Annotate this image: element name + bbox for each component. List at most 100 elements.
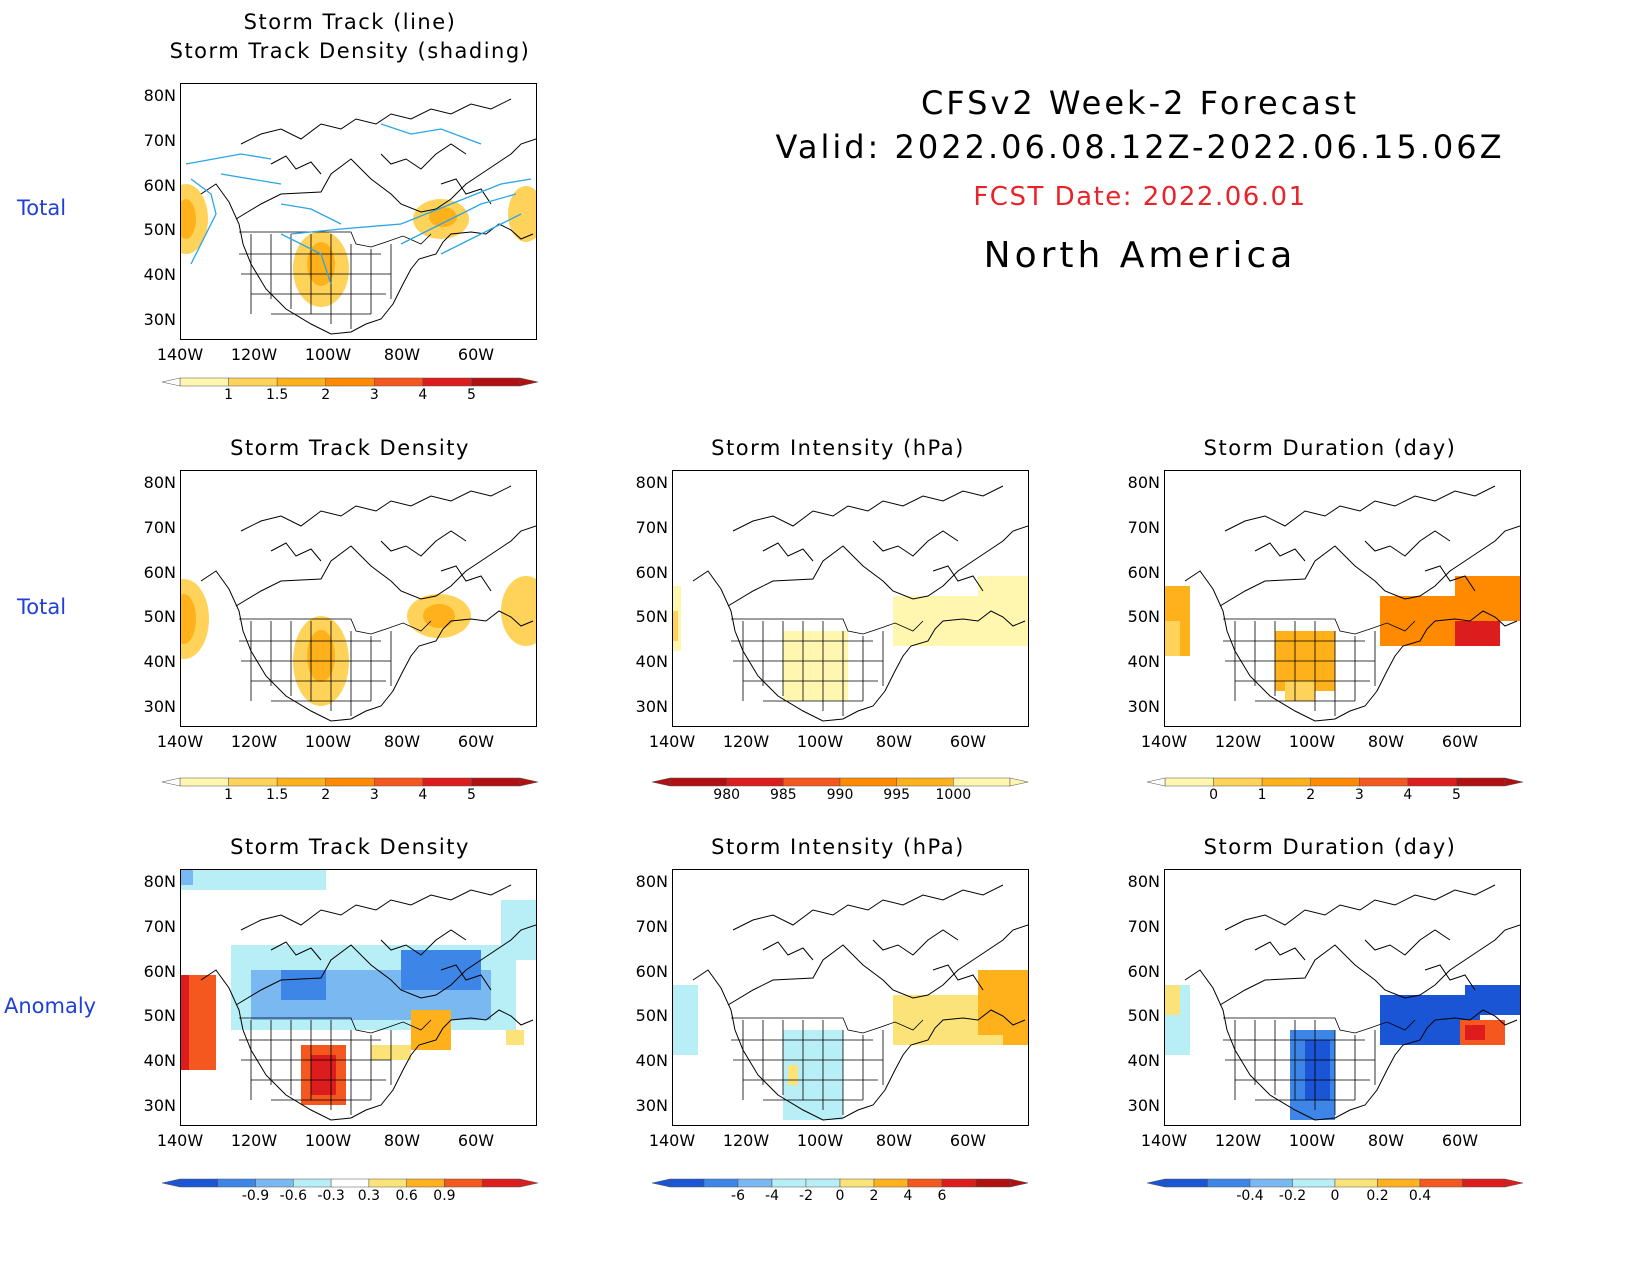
colorbar-swatch	[1164, 777, 1214, 787]
latitude-label: 30N	[143, 697, 176, 716]
anom-cell	[1305, 1040, 1330, 1100]
colorbar-swatch	[228, 777, 278, 787]
storm-track-line	[380, 123, 482, 145]
map-density-anomaly	[180, 869, 537, 1126]
coastline-2	[240, 485, 512, 532]
colorbar-arrow-right	[1009, 1178, 1029, 1188]
latitude-label: 70N	[143, 130, 176, 150]
longitude-label: 100W	[304, 345, 352, 364]
colorbar-label: 3	[1354, 787, 1364, 803]
colorbar-swatch	[444, 1178, 483, 1188]
map-canvas	[1165, 884, 1520, 1121]
state-border-2	[239, 640, 391, 702]
density-core	[181, 594, 196, 644]
coastline-1	[235, 924, 536, 1006]
colorbar-arrow-left	[161, 1178, 181, 1188]
colorbar-arrow-right	[519, 777, 539, 787]
latitude-label: 80N	[143, 872, 176, 891]
latitude-label: 80N	[143, 86, 176, 105]
anom-cell	[506, 1030, 524, 1045]
density-shade	[501, 576, 536, 646]
latitude-label: 50N	[143, 220, 176, 240]
duration-cell	[1455, 576, 1520, 621]
colorbar-swatch	[374, 377, 424, 387]
colorbar-swatch	[325, 377, 375, 387]
colorbar-swatch	[669, 1178, 705, 1188]
colorbar-swatch	[907, 1178, 943, 1188]
colorbar-swatches	[651, 777, 1029, 787]
longitude-label: 80W	[383, 345, 421, 364]
longitude-label: 80W	[875, 732, 913, 751]
longitude-label: 120W	[1214, 732, 1262, 751]
colorbar-density-2: 1 1.5 2 3 4 5	[160, 776, 540, 816]
anom-cell	[1465, 985, 1520, 1015]
colorbar-swatch	[255, 1178, 294, 1188]
colorbar-swatch	[325, 777, 375, 787]
coastline-5	[1424, 964, 1476, 991]
panel-title-storm-track-shading: Storm Track Density (shading)	[169, 39, 531, 63]
map-density-total	[180, 470, 537, 727]
colorbar-label: 0.2	[1366, 1188, 1389, 1204]
map-storm-track-total	[180, 83, 537, 340]
latitude-label: 30N	[143, 1096, 176, 1115]
colorbar-swatch	[1261, 777, 1311, 787]
longitude-label: 60W	[949, 732, 987, 751]
anom-cell	[281, 970, 326, 1000]
colorbar-swatch	[1456, 777, 1506, 787]
longitude-label: 140W	[156, 345, 204, 364]
coastline-3	[1364, 929, 1451, 956]
colorbar-swatch	[217, 1178, 256, 1188]
colorbar-intensity-anomaly: -6 -4 -2 0 2 4 6	[650, 1177, 1030, 1217]
density-core	[423, 604, 455, 628]
colorbar-swatch	[975, 1178, 1011, 1188]
colorbar-label: 0.4	[1408, 1188, 1432, 1204]
colorbar-swatch	[1334, 1178, 1378, 1188]
state-border-0	[731, 1017, 924, 1034]
colorbar-label: 4	[1403, 787, 1413, 803]
longitude-label: 120W	[230, 345, 278, 364]
map-canvas	[1165, 485, 1520, 722]
longitude-label: 60W	[457, 1131, 495, 1150]
storm-track-line	[220, 173, 282, 185]
coastline-0	[692, 570, 1026, 722]
colorbar-label: 990	[826, 787, 854, 803]
coastline-4	[1254, 542, 1306, 562]
colorbar-intensity: 980 985 990 995 1000	[650, 776, 1030, 816]
longitude-label: 100W	[796, 732, 844, 751]
latitude-label: 30N	[1127, 1096, 1160, 1115]
longitude-label: 120W	[722, 1131, 770, 1150]
anom-cell	[1165, 985, 1180, 1015]
colorbar-label: 980	[713, 787, 741, 803]
coastline-4	[762, 941, 814, 961]
anom-cell	[893, 995, 978, 1045]
colorbar-swatch	[481, 1178, 521, 1188]
anom-cell	[1465, 1025, 1485, 1040]
storm-track-line	[400, 193, 517, 245]
colorbar-duration: 0 1 2 3 4 5	[1145, 776, 1525, 816]
colorbar-label: 2	[321, 387, 331, 403]
colorbar-swatches	[161, 777, 539, 787]
duration-cell	[1165, 621, 1180, 656]
coastline-4	[270, 155, 322, 175]
colorbar-label: 1	[224, 787, 234, 803]
density-core	[429, 207, 457, 227]
colorbar-label: 4	[418, 387, 428, 403]
colorbar-swatch	[896, 777, 954, 787]
colorbar-label: 1.5	[266, 787, 289, 803]
colorbar-label: 1	[224, 387, 234, 403]
density-core	[181, 199, 196, 239]
colorbar-swatches	[1146, 1178, 1524, 1188]
colorbar-swatch	[471, 377, 521, 387]
map-canvas	[673, 884, 1028, 1121]
latitude-label: 60N	[1127, 562, 1160, 582]
colorbar-swatch	[179, 377, 229, 387]
colorbar-swatch	[703, 1178, 739, 1188]
coastline-1	[727, 525, 1028, 607]
coastline-0	[200, 969, 534, 1121]
longitude-label: 140W	[648, 732, 696, 751]
colorbar-swatch	[771, 1178, 807, 1188]
colorbar-swatch	[422, 377, 472, 387]
colorbar-arrow-left	[651, 1178, 671, 1188]
longitude-label: 80W	[1367, 732, 1405, 751]
coastline-0	[200, 183, 534, 335]
